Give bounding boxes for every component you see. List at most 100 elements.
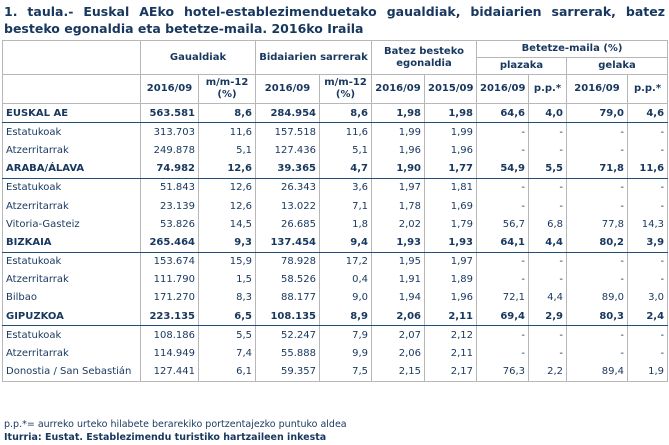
table-title: 1. taula.- Euskal AEko hotel-establezime…: [4, 4, 665, 36]
cell: 2,17: [424, 362, 477, 382]
cell: 1,99: [371, 122, 425, 142]
cell: 56,7: [476, 215, 529, 234]
cell: 39.365: [255, 159, 320, 179]
cell: -: [528, 196, 567, 216]
cell: 137.454: [255, 233, 320, 253]
cell: 26.685: [255, 215, 320, 234]
cell: -: [528, 252, 567, 271]
column-header: p.p.*: [528, 74, 567, 104]
group-header: Betetze-maila (%): [475, 40, 669, 58]
cell: 1,79: [424, 215, 477, 234]
column-header: 2016/09: [255, 74, 320, 104]
column-header: m/m-12 (%): [319, 74, 372, 104]
cell: 6,1: [198, 362, 256, 382]
cell: 89,4: [566, 362, 628, 382]
cell: 23.139: [140, 196, 199, 216]
region-row: ARABA/ÁLAVA 74.982 12,6 39.365 4,7 1,90 1,77 54…: [2, 159, 669, 179]
cell: 8,3: [198, 288, 256, 308]
cell: 9,3: [198, 233, 256, 253]
sub-row: Estatukoak 51.843 12,6 26.343 3,6 1,97 1,81- - -…: [2, 178, 669, 197]
cell: 127.441: [140, 362, 199, 382]
cell: 1,77: [424, 159, 477, 179]
cell: -: [476, 270, 529, 289]
cell: 7,4: [198, 344, 256, 363]
cell: -: [566, 270, 628, 289]
cell: 11,6: [198, 122, 256, 142]
cell: -: [626, 196, 669, 216]
cell: -: [476, 141, 529, 160]
cell: 108.186: [140, 325, 199, 345]
cell: 127.436: [255, 141, 320, 160]
cell: 1,96: [371, 141, 425, 160]
cell: 51.843: [140, 178, 199, 197]
cell: 6,5: [198, 307, 256, 327]
cell: -: [566, 122, 628, 142]
sub-header: gelaka: [565, 57, 669, 75]
cell: 1,81: [424, 178, 477, 197]
cell: 1,96: [424, 141, 477, 160]
cell: 53.826: [140, 215, 199, 234]
cell: 13.022: [255, 196, 320, 216]
cell: -: [476, 178, 529, 197]
sub-row: Atzerritarrak 111.790 1,5 58.526 0,4 1,91 1,89…: [2, 270, 669, 289]
cell: -: [528, 178, 567, 197]
sub-row: Vitoria-Gasteiz 53.826 14,5 26.685 1,8 2,02 1,…: [2, 215, 669, 234]
cell: 4,4: [528, 233, 567, 253]
row-label: GIPUZKOA: [2, 307, 141, 327]
cell: 1,97: [371, 178, 425, 197]
cell: 72,1: [476, 288, 529, 308]
cell: 80,2: [566, 233, 628, 253]
region-row: EUSKAL AE 563.581 8,6 284.954 8,6 1,98 1,98 64,…: [2, 103, 669, 124]
cell: 0,4: [319, 270, 372, 289]
cell: 11,6: [319, 122, 372, 142]
cell: 1,96: [424, 288, 477, 308]
corner-cell: [2, 74, 141, 104]
sub-row: Estatukoak 108.186 5,5 52.247 7,9 2,07 2,12- - -…: [2, 325, 669, 345]
cell: 74.982: [140, 159, 199, 179]
cell: 2,4: [626, 307, 669, 327]
cell: -: [626, 270, 669, 289]
sub-row: Estatukoak 153.674 15,9 78.928 17,2 1,95 1,97-…: [2, 252, 669, 271]
cell: 1,98: [424, 103, 477, 124]
cell: 58.526: [255, 270, 320, 289]
cell: 3,9: [626, 233, 669, 253]
header-row: Gaualdiak Bidaiarien sarrerak Batez bestek…: [2, 40, 669, 75]
cell: 8,6: [319, 103, 372, 124]
cell: 2,11: [424, 344, 477, 363]
notes: p.p.*= aurreko urteko hilabete berarekik…: [4, 418, 347, 444]
group-header: Gaualdiak: [140, 40, 256, 75]
cell: -: [626, 178, 669, 197]
cell: 14,3: [626, 215, 669, 234]
cell: 12,6: [198, 196, 256, 216]
row-label: Estatukoak: [2, 178, 141, 197]
cell: 2,15: [371, 362, 425, 382]
cell: -: [476, 252, 529, 271]
column-header: 2015/09: [424, 74, 477, 104]
row-label: Estatukoak: [2, 252, 141, 271]
cell: -: [476, 196, 529, 216]
cell: 1,9: [626, 362, 669, 382]
sub-row: Estatukoak 313.703 11,6 157.518 11,6 1,99 1,99…: [2, 122, 669, 142]
cell: 1,97: [424, 252, 477, 271]
data-table: Gaualdiak Bidaiarien sarrerak Batez bestek…: [2, 40, 669, 382]
cell: 17,2: [319, 252, 372, 271]
cell: 9,9: [319, 344, 372, 363]
cell: 64,1: [476, 233, 529, 253]
cell: -: [566, 252, 628, 271]
cell: 2,12: [424, 325, 477, 345]
cell: 1,69: [424, 196, 477, 216]
cell: -: [566, 178, 628, 197]
cell: 5,1: [198, 141, 256, 160]
cell: 2,2: [528, 362, 567, 382]
cell: 249.878: [140, 141, 199, 160]
row-label: BIZKAIA: [2, 233, 141, 253]
cell: -: [566, 196, 628, 216]
cell: 108.135: [255, 307, 320, 327]
cell: 223.135: [140, 307, 199, 327]
cell: 4,0: [528, 103, 567, 124]
group-header: Bidaiarien sarrerak: [255, 40, 372, 75]
cell: 1,5: [198, 270, 256, 289]
cell: 2,07: [371, 325, 425, 345]
cell: 7,5: [319, 362, 372, 382]
